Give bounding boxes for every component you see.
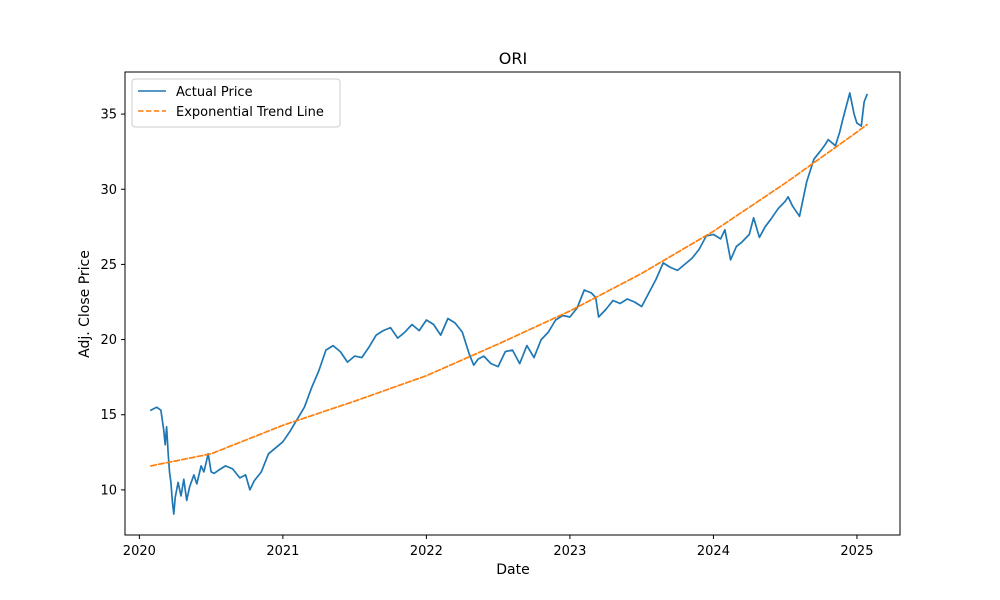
y-tick-label: 30 [100,183,117,198]
y-tick-label: 15 [100,408,117,423]
y-axis-label: Adj. Close Price [77,250,93,358]
legend: Actual Price Exponential Trend Line [131,78,341,128]
legend-label-trend: Exponential Trend Line [176,105,324,120]
x-tick-label: 2025 [840,544,873,559]
x-axis-label: Date [496,562,529,578]
x-tick-label: 2021 [266,544,299,559]
y-tick-label: 10 [100,483,117,498]
x-tick-label: 2022 [410,544,443,559]
plot-frame [124,71,901,536]
legend-box [131,78,341,128]
y-tick-label: 20 [100,333,117,348]
x-tick-label: 2023 [553,544,586,559]
x-tick-label: 2024 [697,544,730,559]
y-tick-label: 25 [100,258,117,273]
y-axis: 10 15 20 25 30 35 [100,108,125,498]
plot-lines [149,92,868,515]
legend-label-actual: Actual Price [176,85,253,100]
series-line-actual-price [149,92,868,515]
x-tick-label: 2020 [123,544,156,559]
series-line-exponential-trend [149,123,868,467]
chart-title: ORI [499,49,527,68]
x-axis: 2020 2021 2022 2023 2024 2025 [123,535,873,559]
y-tick-label: 35 [100,108,117,123]
